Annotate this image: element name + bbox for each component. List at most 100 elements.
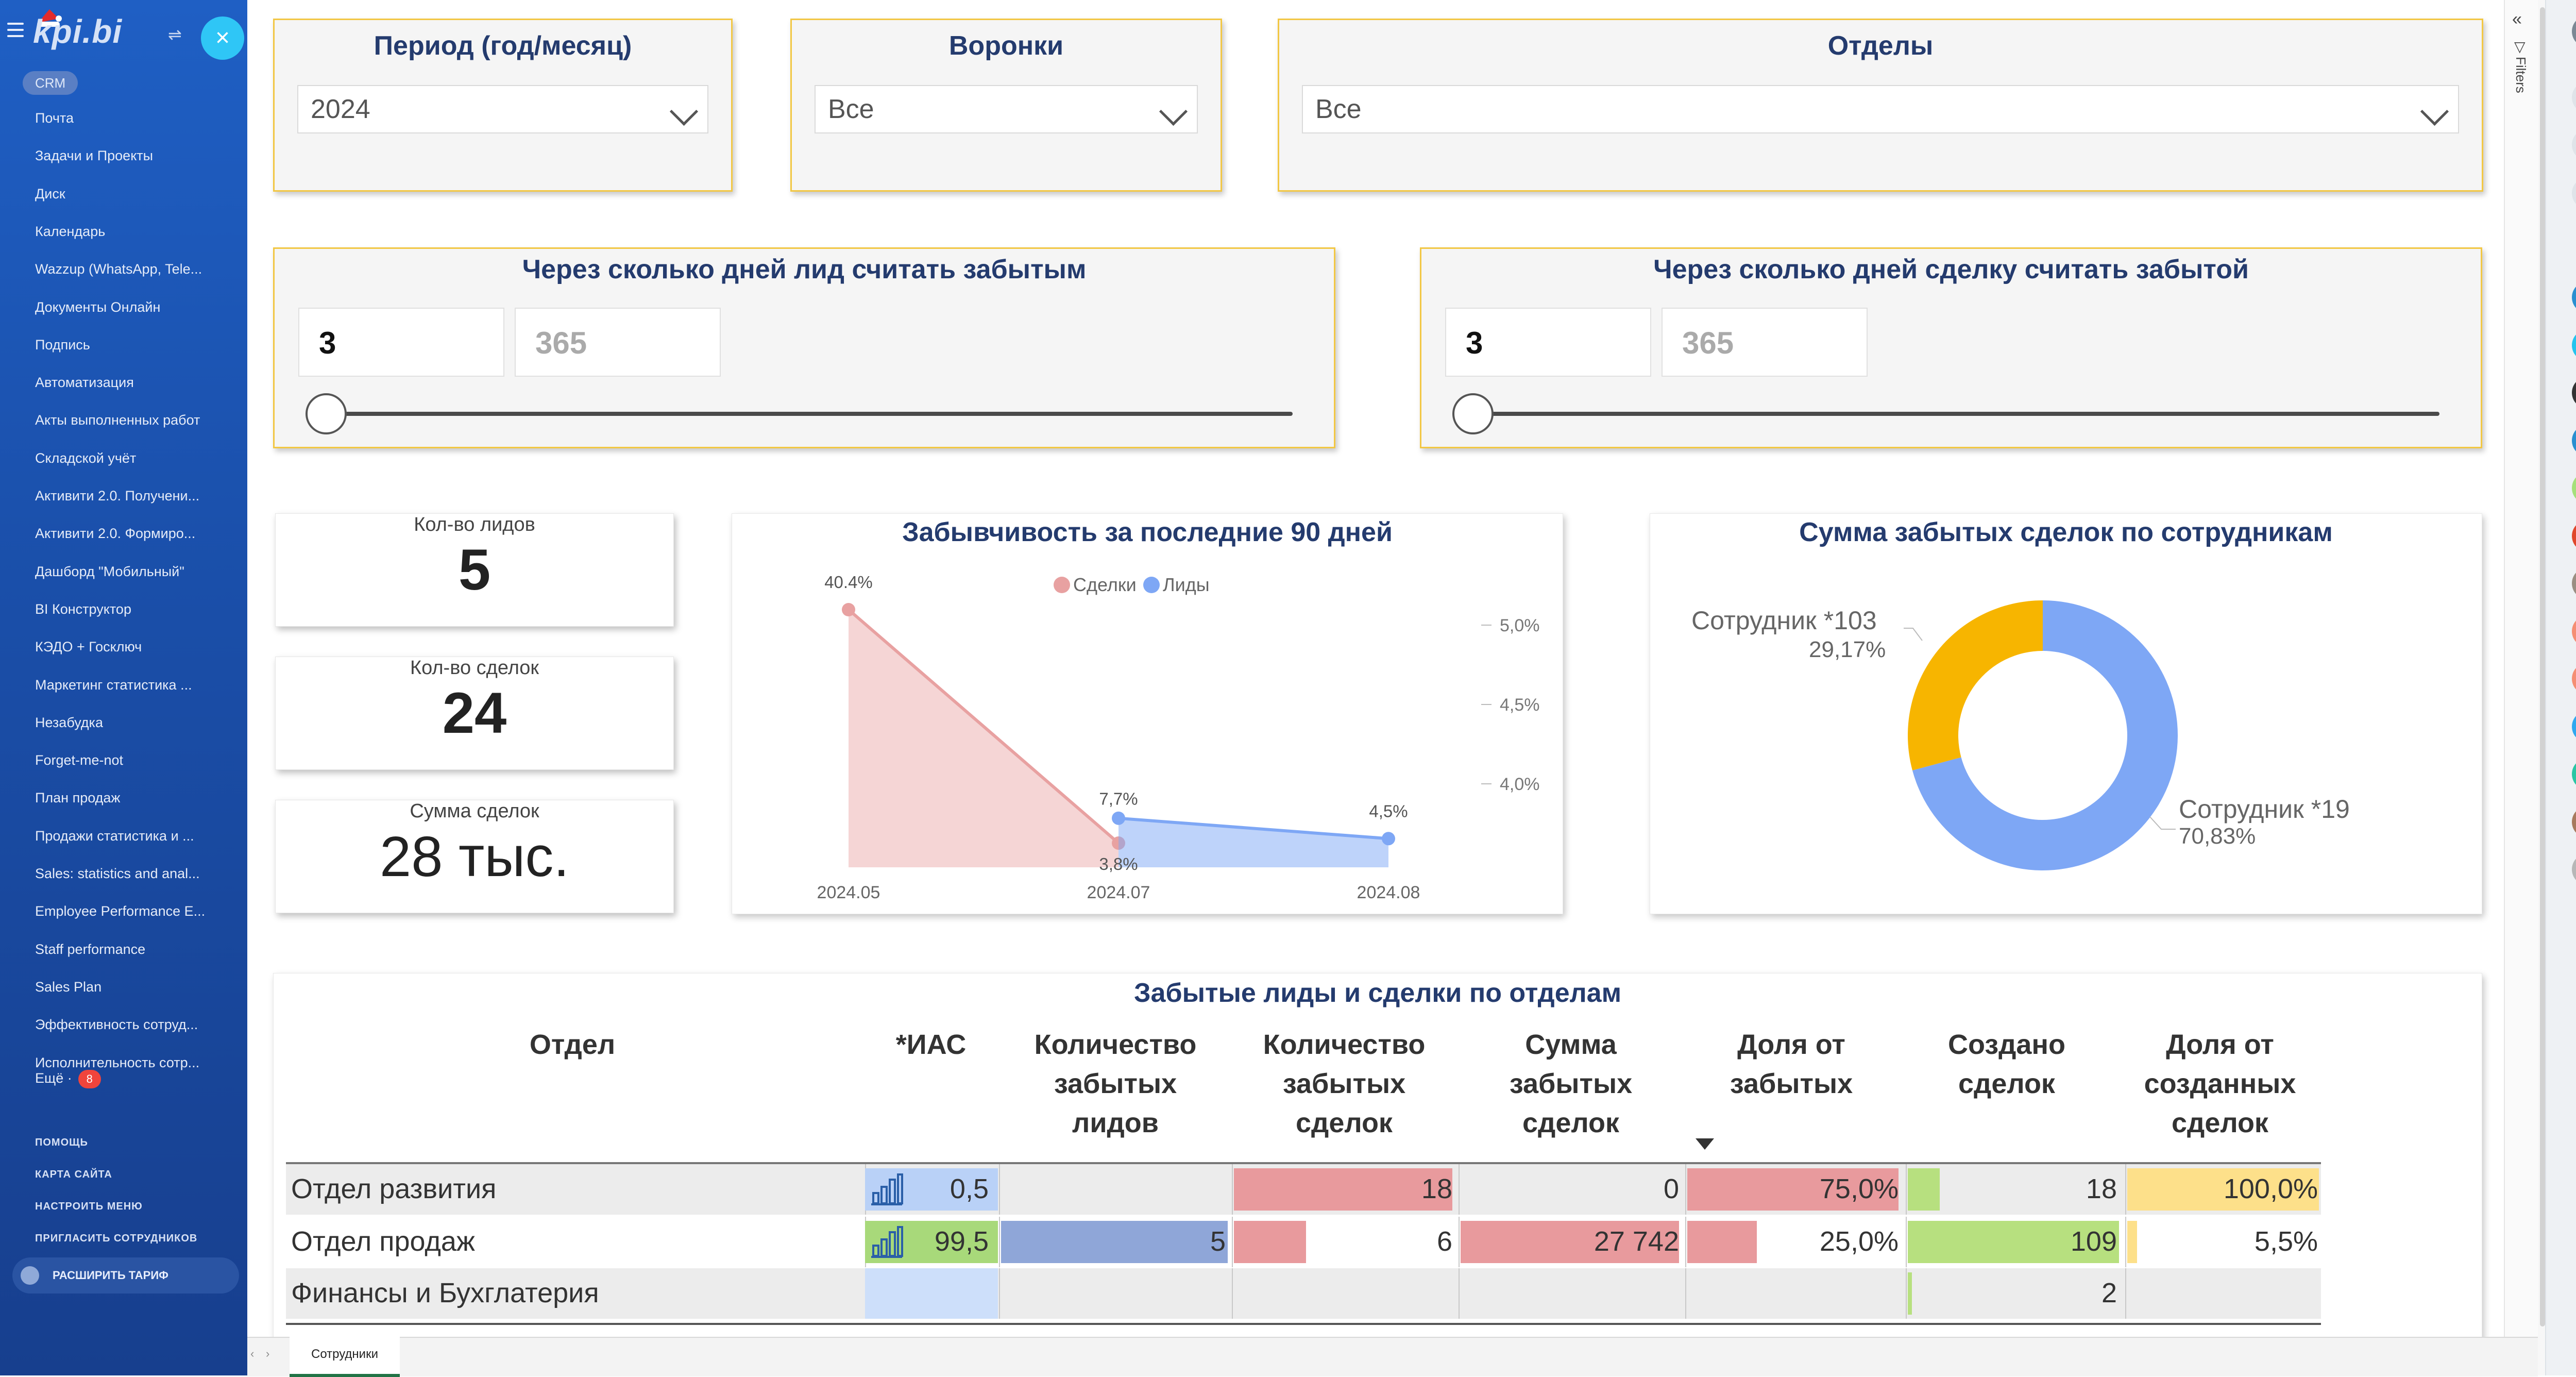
sidebar-item[interactable]: Forget-me-not — [35, 752, 124, 768]
donut-slice[interactable] — [1912, 600, 2178, 870]
contact-avatar[interactable] — [2572, 377, 2576, 409]
sidebar-item[interactable]: Почта — [35, 110, 74, 126]
data-point[interactable] — [1112, 811, 1125, 825]
filters-label[interactable]: Filters — [2513, 57, 2529, 93]
crown-icon — [21, 1266, 39, 1285]
period-filter-card: Период (год/месяц) 2024 — [273, 19, 733, 192]
table-header-7[interactable]: Доля от созданных сделок — [2096, 1025, 2344, 1143]
contact-avatar[interactable] — [2572, 710, 2576, 743]
filters-pane-collapsed[interactable] — [2504, 0, 2539, 1375]
departments-dropdown[interactable]: Все — [1302, 85, 2459, 133]
data-point[interactable] — [842, 603, 855, 616]
lead-min-input[interactable]: 3 — [298, 308, 504, 377]
deals-bar — [1234, 1168, 1452, 1211]
notifications-bell-icon[interactable]: 🔔︎ — [2572, 129, 2576, 161]
sitemap-link[interactable]: КАРТА САЙТА — [35, 1169, 112, 1180]
help-link[interactable]: ПОМОЩЬ — [35, 1137, 88, 1148]
contact-avatar[interactable] — [2572, 805, 2576, 838]
contact-avatar[interactable] — [2572, 853, 2576, 885]
scrollbar-thumb[interactable] — [2540, 7, 2545, 1326]
sidebar-item[interactable]: Календарь — [35, 223, 106, 239]
sidebar-item[interactable]: Автоматизация — [35, 375, 134, 391]
timeline-icon[interactable]: ◎ — [2572, 81, 2576, 113]
sidebar-item[interactable]: Employee Performance E... — [35, 903, 206, 919]
sidebar-item[interactable]: Складской учёт — [35, 450, 137, 466]
table-header-4[interactable]: Сумма забытых сделок — [1447, 1025, 1694, 1143]
table-header-6[interactable]: Создано сделок — [1883, 1025, 2130, 1103]
funnels-dropdown[interactable]: Все — [815, 85, 1198, 133]
departments-filter-card: Отделы Все — [1278, 19, 2483, 192]
sort-desc-icon[interactable] — [1696, 1138, 1714, 1150]
sidebar-item[interactable]: Маркетинг статистика ... — [35, 677, 192, 693]
contact-avatar[interactable] — [2572, 472, 2576, 504]
crm-badge[interactable]: CRM — [23, 71, 78, 95]
table-header-5[interactable]: Доля от забытых — [1668, 1025, 1915, 1103]
sidebar-item[interactable]: Sales Plan — [35, 979, 102, 995]
tab-scroll-left-icon[interactable]: ‹ — [250, 1347, 255, 1360]
employee-donut-title: Сумма забытых сделок по сотрудникам — [1799, 517, 2333, 547]
sidebar-item[interactable]: Диск — [35, 186, 65, 201]
upgrade-plan-button[interactable]: РАСШИРИТЬ ТАРИФ — [12, 1257, 239, 1294]
table-header-2[interactable]: Количество забытых лидов — [992, 1025, 1239, 1143]
table-header-0[interactable]: Отдел — [449, 1025, 696, 1064]
deal-slider-track[interactable] — [1461, 412, 2439, 416]
data-point[interactable] — [1382, 832, 1395, 846]
deal-slider-handle[interactable] — [1452, 393, 1494, 434]
kpi-sum-card: Сумма сделок 28 тыс. — [275, 800, 674, 913]
sidebar-item[interactable]: BI Конструктор — [35, 601, 131, 617]
tab-employees-label: Сотрудники — [311, 1347, 378, 1361]
table-row[interactable] — [286, 1268, 2321, 1319]
contact-avatar[interactable]: ММ — [2572, 281, 2576, 313]
pin-icon[interactable]: ⇌ — [168, 25, 182, 44]
column-separator — [1232, 1217, 1233, 1267]
table-header-1[interactable]: *ИАС — [807, 1025, 1055, 1064]
funnels-dropdown-value: Все — [828, 94, 874, 124]
lead-slider-track[interactable] — [314, 412, 1293, 416]
tab-scroll-right-icon[interactable]: › — [266, 1347, 270, 1360]
sidebar-item[interactable]: КЭДО + Госключ — [35, 639, 142, 655]
table-header-3[interactable]: Количество забытых сделок — [1221, 1025, 1468, 1143]
donut-slice[interactable] — [1908, 600, 2043, 770]
contact-avatar[interactable] — [2572, 329, 2576, 361]
invite-employees-link[interactable]: ПРИГЛАСИТЬ СОТРУДНИКОВ — [35, 1233, 198, 1244]
header-line: забытых — [1054, 1068, 1177, 1099]
sidebar-item[interactable]: Незабудка — [35, 714, 103, 730]
contact-avatar[interactable]: КО — [2572, 615, 2576, 647]
configure-menu-link[interactable]: НАСТРОИТЬ МЕНЮ — [35, 1201, 143, 1212]
sidebar-item[interactable]: Staff performance — [35, 941, 146, 957]
period-dropdown[interactable]: 2024 — [297, 85, 708, 133]
header-line: созданных — [2144, 1068, 2296, 1099]
sidebar-item[interactable]: Исполнительность сотр... — [35, 1054, 200, 1070]
dept-name: Отдел развития — [291, 1173, 497, 1204]
contact-avatar[interactable]: МА — [2572, 663, 2576, 695]
contact-avatar[interactable] — [2572, 567, 2576, 599]
deal-min-input[interactable]: 3 — [1445, 308, 1651, 377]
sidebar-item[interactable]: План продаж — [35, 790, 121, 806]
close-icon[interactable]: × — [201, 16, 244, 60]
contact-avatar[interactable]: ТВ — [2572, 758, 2576, 790]
sidebar-item[interactable]: Эффективность сотруд... — [35, 1017, 198, 1033]
lead-slider-handle[interactable] — [306, 393, 347, 434]
lead-max-input[interactable]: 365 — [515, 308, 721, 377]
sidebar-item-more[interactable]: Ещё · 8 — [35, 1070, 231, 1088]
contact-avatar[interactable]: АС — [2572, 424, 2576, 457]
sidebar-item[interactable]: Документы Онлайн — [35, 299, 161, 315]
expand-filters-icon[interactable]: « — [2512, 9, 2522, 29]
sidebar-item[interactable]: Задачи и Проекты — [35, 148, 154, 164]
sidebar-item[interactable]: Wazzup (WhatsApp, Tele... — [35, 261, 202, 277]
menu-icon[interactable] — [7, 23, 26, 37]
sidebar-item[interactable]: Акты выполненных работ — [35, 412, 200, 428]
sidebar-item[interactable]: Sales: statistics and anal... — [35, 866, 200, 881]
deal-max-input[interactable]: 365 — [1662, 308, 1868, 377]
sidebar-item[interactable]: Подпись — [35, 337, 90, 352]
contact-avatar[interactable]: ЕВ — [2572, 519, 2576, 552]
app-logo[interactable]: kpi.bi — [33, 13, 123, 50]
help-icon[interactable]: ? — [2572, 15, 2576, 47]
sidebar-item[interactable]: Активити 2.0. Формиро... — [35, 526, 196, 542]
sidebar-item[interactable]: Продажи статистика и ... — [35, 828, 194, 844]
share-forgotten-value: 25,0% — [1819, 1226, 1899, 1257]
column-separator — [1459, 1164, 1460, 1215]
sidebar-item[interactable]: Дашборд "Мобильный" — [35, 563, 184, 579]
chat-icon[interactable]: ☰ — [2572, 177, 2576, 209]
sidebar-item[interactable]: Активити 2.0. Получени... — [35, 488, 200, 503]
